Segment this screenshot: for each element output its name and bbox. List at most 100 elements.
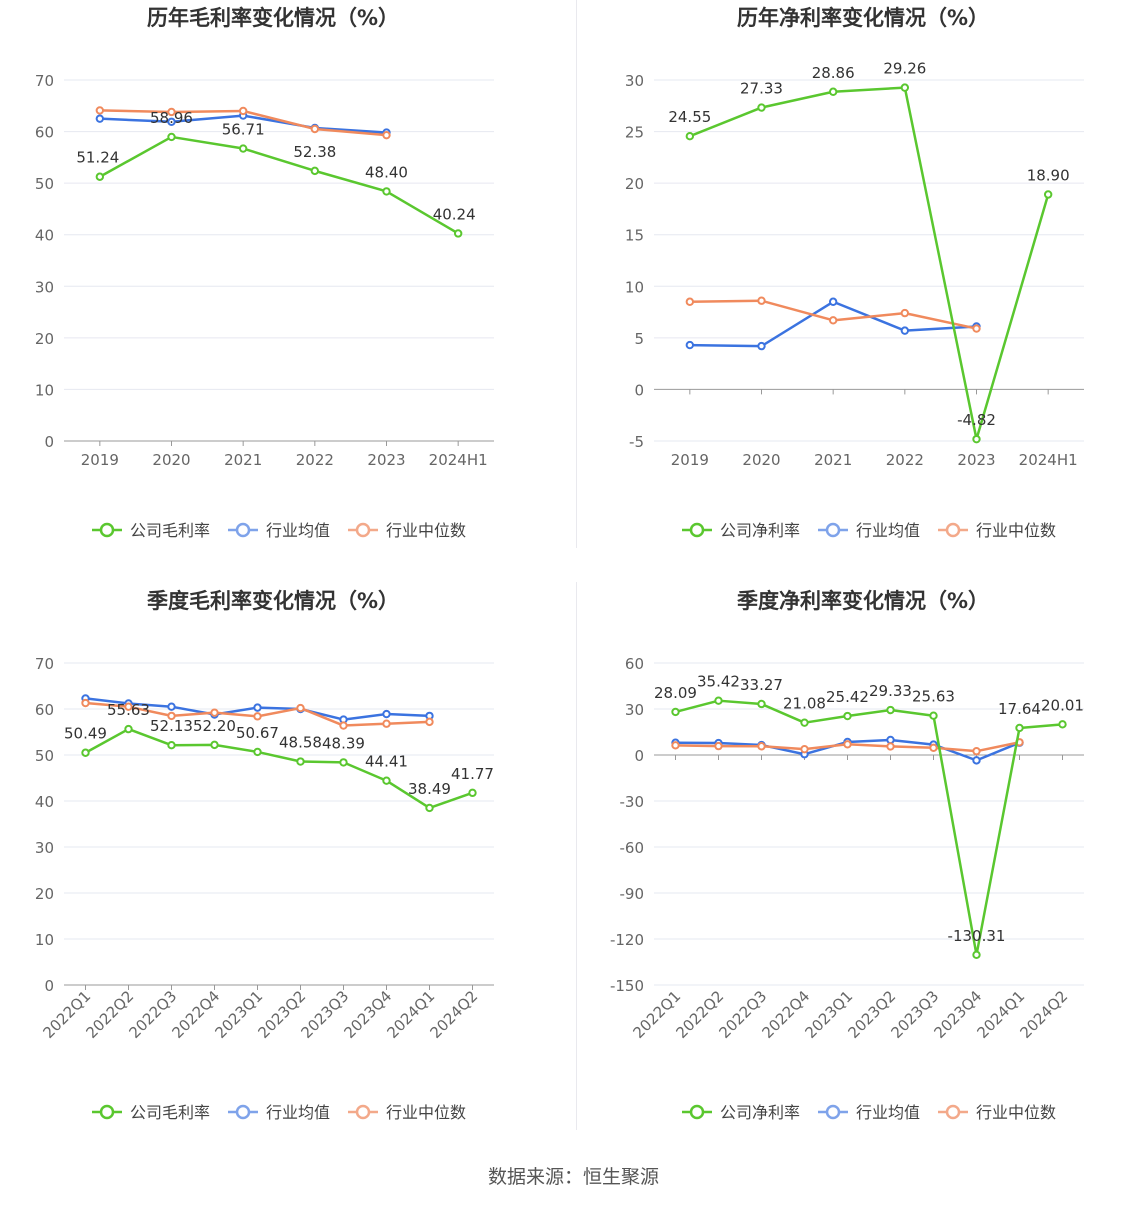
y-tick-label: 60 [35,701,54,719]
data-label: 24.55 [668,108,711,126]
y-tick-label: 5 [634,330,644,348]
chart-title: 季度毛利率变化情况（%） [147,589,399,613]
legend-label: 行业中位数 [976,1103,1056,1122]
y-tick-label: 20 [35,885,54,903]
x-tick-label: 2023 [367,451,405,469]
data-point [886,735,895,745]
legend-label: 行业中位数 [386,1103,466,1122]
data-point [972,950,981,960]
data-point [95,106,105,115]
legend-marker [825,1104,841,1120]
data-point [468,788,477,798]
legend-marker [689,522,705,538]
data-point [757,296,766,305]
data-point [425,803,434,813]
data-label: 17.64 [998,700,1041,718]
data-point [900,308,910,318]
y-tick-label: -30 [620,793,645,811]
data-point [238,106,248,116]
data-point [900,83,910,92]
data-point [886,742,895,751]
y-tick-label: 25 [625,124,644,142]
data-label: -130.31 [948,927,1006,945]
y-tick-label: 50 [35,747,54,765]
y-tick-label: -120 [610,931,644,949]
y-tick-label: 50 [35,175,54,193]
legend-label: 公司净利率 [720,1103,800,1122]
data-label: 28.09 [654,684,697,702]
data-point [167,117,176,126]
legend-label: 行业中位数 [976,521,1056,540]
x-tick-label: 2021 [224,451,262,469]
data-point [453,229,463,238]
legend-marker [825,522,841,538]
data-point [800,744,809,754]
data-point [124,724,133,734]
divider-bottom [576,582,577,1130]
data-point [757,699,766,709]
data-point [972,746,981,756]
data-point [972,324,981,333]
legend-marker [945,522,961,538]
y-tick-label: 20 [625,175,644,193]
y-tick-label: 10 [35,931,54,949]
data-point [685,340,695,350]
y-tick-label: 0 [634,381,644,399]
y-tick-label: 0 [634,747,644,765]
y-tick-label: 15 [625,227,644,245]
series-line-1 [689,86,1050,441]
chart-title: 季度净利率变化情况（%） [737,589,989,613]
data-label: 55.63 [107,701,150,719]
legend-label: 公司毛利率 [130,1103,210,1122]
legend-marker [99,522,115,538]
source-value: 恒生聚源 [583,1166,660,1188]
legend-label: 行业中位数 [386,521,466,540]
data-point [95,114,105,123]
data-label: 28.86 [812,64,855,82]
legend-label: 行业均值 [266,521,330,540]
data-label: 50.67 [236,724,279,742]
data-label: 29.33 [869,682,912,700]
data-point [828,297,838,306]
y-tick-label: 60 [35,124,54,142]
x-tick-label: 2021 [814,451,852,469]
data-point [382,187,391,196]
data-label: 52.20 [193,717,236,735]
legend-marker [355,1104,371,1120]
data-label: 48.40 [365,163,408,181]
x-tick-label: 2019 [671,451,709,469]
data-point [95,172,105,181]
data-point [253,712,262,721]
legend-marker [689,1104,705,1120]
legend-label: 行业均值 [856,1103,920,1122]
x-tick-label: 2024Q2 [1017,987,1072,1042]
series-line-1 [84,727,473,810]
data-point [296,703,305,713]
data-label: -4.82 [957,411,996,429]
data-point [81,698,90,708]
legend-marker [355,522,371,538]
legend-marker [945,1104,961,1120]
data-point [382,709,391,719]
series-line-1 [675,699,1063,957]
legend-label: 公司毛利率 [130,521,210,540]
y-tick-label: 40 [35,227,54,245]
data-point [929,711,938,720]
divider-top [576,0,577,548]
data-point [382,719,391,728]
data-point [1058,720,1067,729]
data-point [757,103,766,112]
data-source: 数据来源：恒生聚源 [0,1162,1147,1189]
chart-1: 历年毛利率变化情况（%） 0 10 20 30 40 50 60 70 2019 2020 2021 2… [35,6,494,540]
legend-label: 行业均值 [266,1103,330,1122]
data-label: 25.42 [826,688,869,706]
chart-4: 季度净利率变化情况（%）-150-120-90-60-30030602022Q1… [610,589,1084,1122]
data-point [296,757,305,766]
data-point [757,742,766,751]
data-label: 29.26 [883,60,926,78]
data-label: 58.96 [150,109,193,127]
data-label: 40.24 [433,205,476,223]
data-point [714,741,723,751]
data-point [972,756,981,765]
data-label: 48.39 [322,734,365,752]
